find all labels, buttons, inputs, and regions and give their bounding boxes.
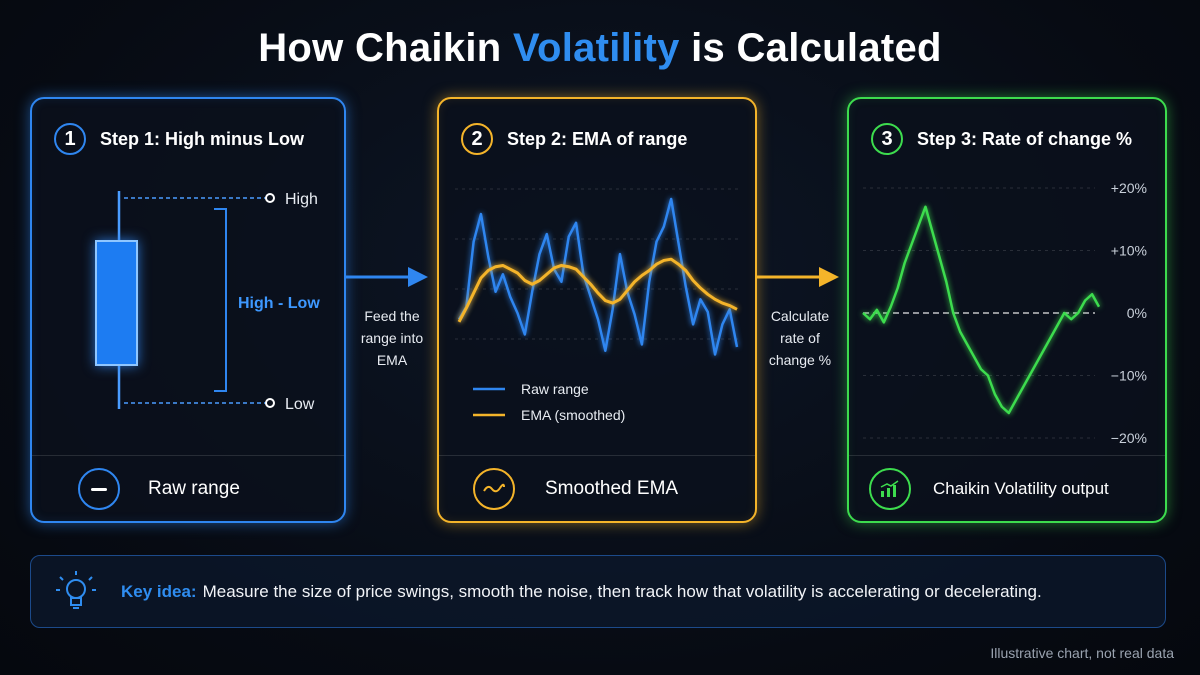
range-bracket xyxy=(214,208,227,392)
step-1-footer: Raw range xyxy=(32,455,344,523)
raw-range-line xyxy=(457,197,739,356)
step-3-label: Step 3: Rate of change % xyxy=(917,128,1133,149)
roc-gridlines xyxy=(863,187,1095,439)
step-2-footer-label: Smoothed EMA xyxy=(545,478,679,499)
arrow-2-line-1: Calculate xyxy=(770,308,830,324)
arrow-2-caption: Calculate rate of change % xyxy=(758,305,842,371)
title-suffix: is Calculated xyxy=(691,26,942,70)
step-1-panel: 1 Step 1: High minus Low High Low High -… xyxy=(30,97,346,523)
ema-legend: Raw range EMA (smoothed) xyxy=(473,381,625,423)
ema-chart: Raw range EMA (smoothed) xyxy=(455,188,739,423)
key-idea-text-wrap: Key idea: Measure the size of price swing… xyxy=(121,582,1042,602)
arrow-2-icon xyxy=(757,267,839,287)
step-1-header: 1 Step 1: High minus Low xyxy=(54,123,304,155)
title-accent: Volatility xyxy=(512,26,680,70)
bar-chart-icon xyxy=(869,468,911,510)
range-label: High - Low xyxy=(238,295,320,312)
step-2-panel: 2 Step 2: EMA of range Raw range EMA (sm… xyxy=(437,97,757,523)
key-idea-label: Key idea: xyxy=(121,581,197,601)
step-1-footer-label: Raw range xyxy=(148,478,240,499)
step-3-number: 3 xyxy=(871,123,903,155)
ema-series xyxy=(457,197,739,356)
candle-body xyxy=(95,240,138,366)
low-label: Low xyxy=(285,396,315,413)
roc-tick-label-4: −20% xyxy=(1111,430,1147,446)
ema-gridlines xyxy=(455,188,739,340)
roc-tick-labels: +20% +10% 0% −10% −20% xyxy=(1111,180,1147,446)
step-3-header: 3 Step 3: Rate of change % xyxy=(871,123,1132,155)
step-1-number: 1 xyxy=(54,123,86,155)
step-3-divider xyxy=(849,455,1165,456)
step-3-footer-label: Chaikin Volatility output xyxy=(933,479,1109,498)
high-label: High xyxy=(285,191,318,208)
legend-raw-label: Raw range xyxy=(521,381,589,397)
wave-icon xyxy=(473,468,515,510)
step-2-number: 2 xyxy=(461,123,493,155)
roc-series xyxy=(862,205,1101,415)
arrow-1-line-1: Feed the xyxy=(364,308,420,324)
candlestick-diagram: High Low High - Low xyxy=(95,191,320,413)
step-2-header: 2 Step 2: EMA of range xyxy=(461,123,687,155)
roc-tick-label-1: +10% xyxy=(1111,243,1147,259)
roc-tick-label-0: +20% xyxy=(1111,180,1147,196)
legend-ema-label: EMA (smoothed) xyxy=(521,407,625,423)
footnote: Illustrative chart, not real data xyxy=(990,645,1174,661)
ema-line xyxy=(457,257,738,323)
arrow-1-icon xyxy=(346,267,428,287)
arrow-1-line-2: range into xyxy=(360,330,424,346)
roc-chart: +20% +10% 0% −10% −20% xyxy=(862,180,1147,446)
roc-tick-label-3: −10% xyxy=(1111,368,1147,384)
key-idea-banner: Key idea: Measure the size of price swing… xyxy=(30,555,1166,628)
step-2-label: Step 2: EMA of range xyxy=(507,128,688,149)
step-1-label: Step 1: High minus Low xyxy=(100,128,305,149)
step-2-footer: Smoothed EMA xyxy=(439,455,755,523)
step-2-divider xyxy=(439,455,755,456)
volatility-roc-line xyxy=(862,205,1101,415)
step-3-panel: 3 Step 3: Rate of change % +20% +10% 0% −10… xyxy=(847,97,1167,523)
arrow-1-line-3: EMA xyxy=(376,352,408,368)
roc-tick-label-2: 0% xyxy=(1127,305,1147,321)
lightbulb-icon xyxy=(56,570,96,609)
arrow-2-line-2: rate of xyxy=(780,330,820,346)
title-prefix: How Chaikin xyxy=(258,26,502,70)
low-marker xyxy=(265,398,275,408)
page-title: How Chaikin Volatility is Calculated xyxy=(0,26,1200,71)
key-idea-text: Measure the size of price swings, smooth… xyxy=(202,581,1042,601)
high-marker xyxy=(265,193,275,203)
arrow-2-line-3: change % xyxy=(768,352,832,368)
minus-icon xyxy=(78,468,120,510)
step-3-footer: Chaikin Volatility output xyxy=(849,455,1165,523)
step-1-divider xyxy=(32,455,344,456)
arrow-1-caption: Feed the range into EMA xyxy=(350,305,434,371)
